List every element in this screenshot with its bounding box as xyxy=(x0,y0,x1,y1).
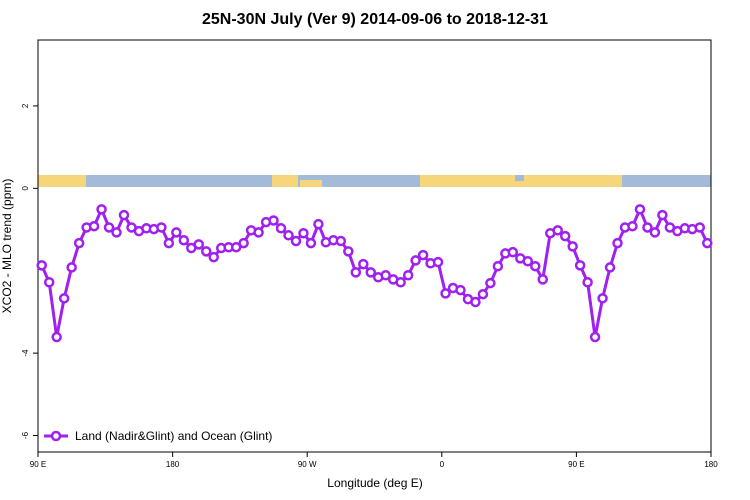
point xyxy=(470,296,481,308)
x-tick-label: 180 xyxy=(704,460,718,469)
point xyxy=(507,246,519,258)
point xyxy=(365,267,377,278)
point xyxy=(230,241,242,253)
point xyxy=(343,246,354,257)
point xyxy=(582,277,593,288)
point xyxy=(111,227,122,238)
point xyxy=(597,293,608,304)
point xyxy=(402,270,414,281)
point xyxy=(36,260,47,271)
point xyxy=(290,235,302,247)
point xyxy=(649,227,661,238)
point xyxy=(208,251,219,263)
point xyxy=(268,215,279,226)
point xyxy=(537,274,548,285)
point xyxy=(492,260,504,272)
y-tick-label: 0 xyxy=(21,186,30,191)
x-tick-label: 90 E xyxy=(568,460,584,469)
point xyxy=(380,270,391,281)
x-tick-label: 180 xyxy=(166,460,180,469)
point xyxy=(440,288,451,299)
point xyxy=(51,331,62,343)
y-tick-label: -6 xyxy=(21,431,30,439)
point xyxy=(171,227,182,238)
point xyxy=(694,222,706,233)
point xyxy=(350,267,362,278)
x-tick-label: 90 E xyxy=(30,460,46,469)
point xyxy=(238,237,249,249)
point xyxy=(156,222,167,233)
point xyxy=(395,277,406,288)
legend: Land (Nadir&Glint) and Ocean (Glint) xyxy=(44,429,272,443)
point xyxy=(253,227,264,238)
x-axis-label: Longitude (deg E) xyxy=(327,476,422,490)
x-tick-label: 0 xyxy=(440,460,445,469)
point xyxy=(432,256,444,268)
point xyxy=(634,204,646,215)
point xyxy=(275,223,287,234)
legend-label: Land (Nadir&Glint) and Ocean (Glint) xyxy=(75,429,272,443)
y-axis-label: XCO2 - MLO trend (ppm) xyxy=(0,179,14,314)
point xyxy=(485,277,496,289)
point xyxy=(58,293,70,304)
point xyxy=(88,220,100,232)
point xyxy=(313,218,324,230)
point xyxy=(642,222,653,233)
x-tick-label: 90 W xyxy=(298,460,317,469)
point xyxy=(358,258,369,270)
y-tick-label: -4 xyxy=(21,349,30,357)
point xyxy=(559,230,571,242)
point xyxy=(193,239,205,250)
plot-frame xyxy=(37,39,712,453)
point xyxy=(455,284,466,296)
point xyxy=(118,209,130,221)
point xyxy=(298,227,309,239)
point xyxy=(477,288,489,300)
land-ocean-strip xyxy=(38,175,711,187)
point xyxy=(66,262,77,273)
point xyxy=(201,246,212,257)
point xyxy=(574,260,586,271)
point xyxy=(589,331,601,343)
point xyxy=(612,237,623,249)
point xyxy=(43,277,55,288)
point xyxy=(552,225,563,236)
point xyxy=(103,222,115,233)
point xyxy=(530,260,541,272)
point xyxy=(627,220,638,232)
y-tick-label: 2 xyxy=(21,103,30,108)
point xyxy=(604,262,616,273)
point xyxy=(335,235,347,247)
point xyxy=(163,237,175,249)
chart-title: 25N-30N July (Ver 9) 2014-09-06 to 2018-… xyxy=(202,11,548,28)
point xyxy=(305,237,317,249)
point xyxy=(410,255,421,266)
point xyxy=(178,234,190,246)
point xyxy=(417,249,429,261)
point xyxy=(657,209,668,221)
point xyxy=(73,237,85,249)
point xyxy=(567,241,578,252)
legend-marker xyxy=(50,430,62,442)
point xyxy=(96,204,107,215)
point xyxy=(283,230,294,241)
point xyxy=(702,237,713,249)
point xyxy=(522,255,534,267)
